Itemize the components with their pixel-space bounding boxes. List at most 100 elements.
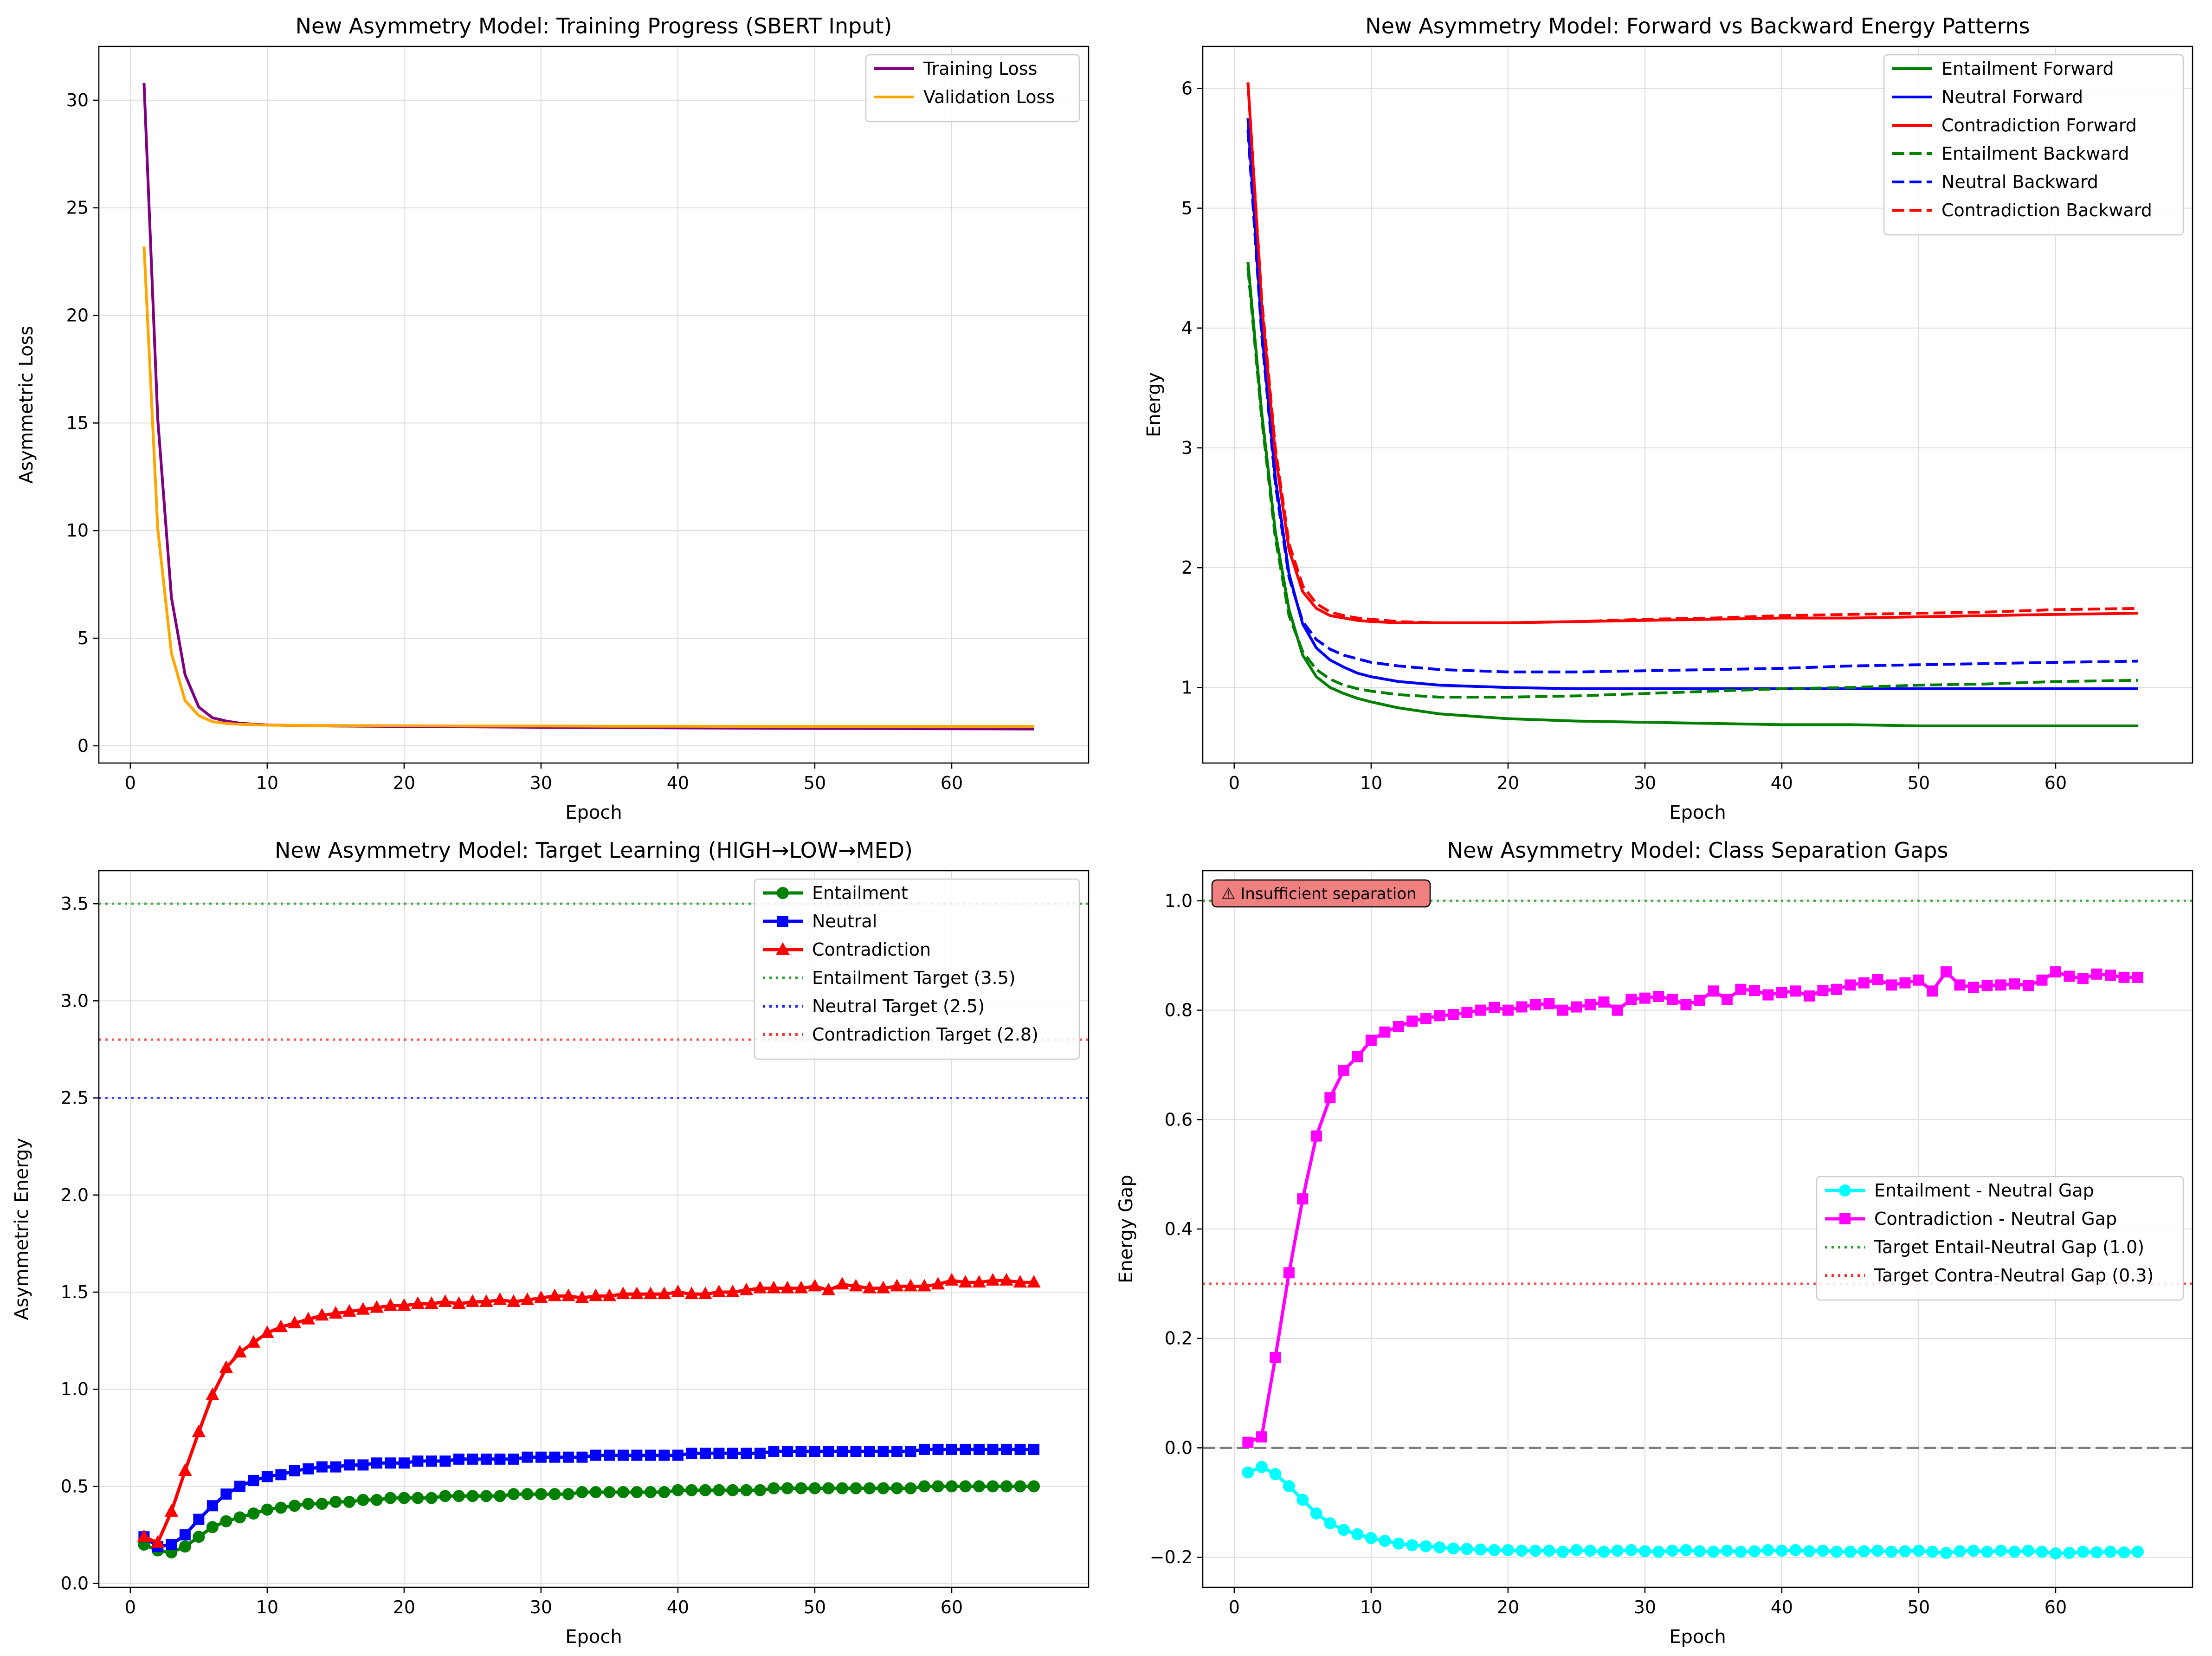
data-point-contradiction-neutral-gap: [2022, 980, 2034, 991]
data-point-entailment-neutral-gap: [1351, 1528, 1364, 1540]
data-point-contradiction: [931, 1277, 945, 1290]
data-point-contradiction: [219, 1360, 233, 1373]
data-point-contradiction: [890, 1279, 904, 1292]
data-point-contradiction: [356, 1302, 370, 1315]
data-point-neutral: [179, 1529, 191, 1541]
series-line-entailment-forward: [1246, 262, 2138, 727]
data-point-entailment-neutral-gap: [2104, 1546, 2116, 1558]
data-point-entailment: [603, 1486, 616, 1498]
data-point-entailment: [890, 1482, 903, 1494]
data-point-contradiction-neutral-gap: [1598, 996, 1610, 1008]
legend-box: [1883, 54, 2184, 236]
data-point-entailment-neutral-gap: [2077, 1546, 2089, 1558]
data-point-contradiction: [602, 1288, 617, 1301]
chart-panel-2: 0 10 20 30 40 50 60 1 2 3 4 5 6 New Asymmetry Model: …: [1143, 13, 2193, 823]
chart-title: New Asymmetry Model: Target Learning (HI…: [275, 838, 913, 863]
data-point-entailment-neutral-gap: [2008, 1546, 2021, 1558]
x-tick-label: 20: [393, 773, 415, 793]
y-tick-label: 2.5: [61, 1088, 89, 1108]
data-point-contradiction: [821, 1282, 836, 1295]
data-point-entailment: [398, 1492, 410, 1504]
plot-area: [1203, 899, 2193, 1559]
data-point-neutral: [686, 1448, 697, 1459]
data-point-entailment-neutral-gap: [1392, 1537, 1405, 1550]
data-point-neutral: [562, 1451, 574, 1463]
data-point-neutral: [658, 1449, 670, 1461]
x-tick-label: 0: [125, 1597, 136, 1617]
data-point-neutral: [357, 1459, 369, 1471]
data-point-entailment-neutral-gap: [1625, 1544, 1638, 1556]
data-point-contradiction-neutral-gap: [1571, 1001, 1582, 1013]
data-point-entailment: [548, 1488, 561, 1501]
data-point-entailment-neutral-gap: [1365, 1532, 1377, 1544]
data-point-entailment: [466, 1490, 479, 1502]
data-point-neutral: [385, 1457, 396, 1469]
data-point-contradiction-neutral-gap: [1721, 993, 1733, 1005]
data-point-entailment-neutral-gap: [1775, 1545, 1788, 1557]
data-point-entailment: [713, 1484, 725, 1496]
data-point-entailment: [1027, 1480, 1040, 1493]
data-point-neutral: [289, 1465, 300, 1476]
data-point-neutral: [604, 1449, 615, 1461]
data-point-contradiction-neutral-gap: [1434, 1010, 1445, 1022]
y-tick-label: 30: [66, 90, 89, 110]
data-point-entailment: [261, 1503, 273, 1516]
x-tick-label: 40: [667, 773, 689, 793]
legend-marker: [777, 887, 789, 899]
data-point-entailment: [329, 1495, 342, 1508]
data-point-contradiction: [411, 1296, 425, 1309]
data-point-contradiction: [260, 1325, 274, 1338]
data-point-entailment-neutral-gap: [1981, 1546, 1993, 1558]
data-point-entailment: [179, 1540, 191, 1553]
legend-marker: [777, 916, 788, 927]
x-tick-label: 30: [1634, 773, 1656, 793]
series-line-neutral: [143, 1448, 1034, 1548]
data-point-neutral: [453, 1453, 464, 1465]
data-point-entailment: [726, 1484, 739, 1496]
data-point-contradiction: [137, 1529, 151, 1542]
data-point-entailment: [439, 1490, 451, 1502]
data-point-entailment: [808, 1482, 821, 1494]
data-point-entailment: [425, 1492, 438, 1504]
y-tick-label: 3.5: [61, 893, 89, 914]
data-point-contradiction-neutral-gap: [2104, 970, 2116, 981]
data-point-contradiction: [1013, 1274, 1027, 1288]
data-point-entailment-neutral-gap: [1967, 1545, 1980, 1557]
x-tick-label: 40: [1771, 1597, 1793, 1617]
data-point-entailment: [206, 1521, 219, 1533]
data-point-contradiction: [726, 1284, 740, 1297]
data-point-neutral: [905, 1446, 916, 1457]
data-point-entailment-neutral-gap: [2063, 1546, 2076, 1559]
data-point-neutral: [823, 1446, 834, 1457]
data-point-neutral: [261, 1471, 273, 1482]
data-point-neutral: [316, 1461, 328, 1473]
data-point-entailment-neutral-gap: [2131, 1546, 2144, 1558]
data-point-contradiction: [397, 1298, 411, 1311]
data-point-contradiction-neutral-gap: [1283, 1267, 1295, 1279]
y-tick-label: 20: [66, 305, 89, 326]
data-point-neutral: [220, 1488, 232, 1500]
legend-label: Contradiction Target (2.8): [812, 1024, 1038, 1045]
data-point-neutral: [234, 1481, 245, 1492]
data-point-neutral: [960, 1443, 971, 1455]
data-point-contradiction-neutral-gap: [1475, 1004, 1486, 1016]
data-point-entailment: [576, 1486, 588, 1498]
y-tick-label: 2: [1181, 557, 1193, 578]
data-point-contradiction: [192, 1424, 206, 1437]
plot-area: [1246, 82, 2138, 727]
data-point-contradiction: [808, 1279, 822, 1292]
series-line-entailment-backward: [1246, 268, 2138, 699]
data-point-entailment: [275, 1501, 287, 1514]
data-point-neutral: [891, 1446, 903, 1457]
x-axis-label: Epoch: [565, 802, 622, 823]
x-tick-label: 20: [1497, 773, 1519, 793]
legend-label: Target Entail-Neutral Gap (1.0): [1874, 1237, 2144, 1257]
data-point-contradiction-neutral-gap: [1256, 1431, 1267, 1443]
annotation-insufficient-separation: ⚠ Insufficient separation: [1211, 879, 1431, 908]
data-point-contradiction-neutral-gap: [1406, 1016, 1418, 1027]
legend-label: Contradiction Backward: [1941, 200, 2152, 220]
data-point-entailment-neutral-gap: [1885, 1546, 1897, 1558]
data-point-entailment-neutral-gap: [1789, 1544, 1802, 1556]
data-point-contradiction-neutral-gap: [1666, 993, 1678, 1005]
